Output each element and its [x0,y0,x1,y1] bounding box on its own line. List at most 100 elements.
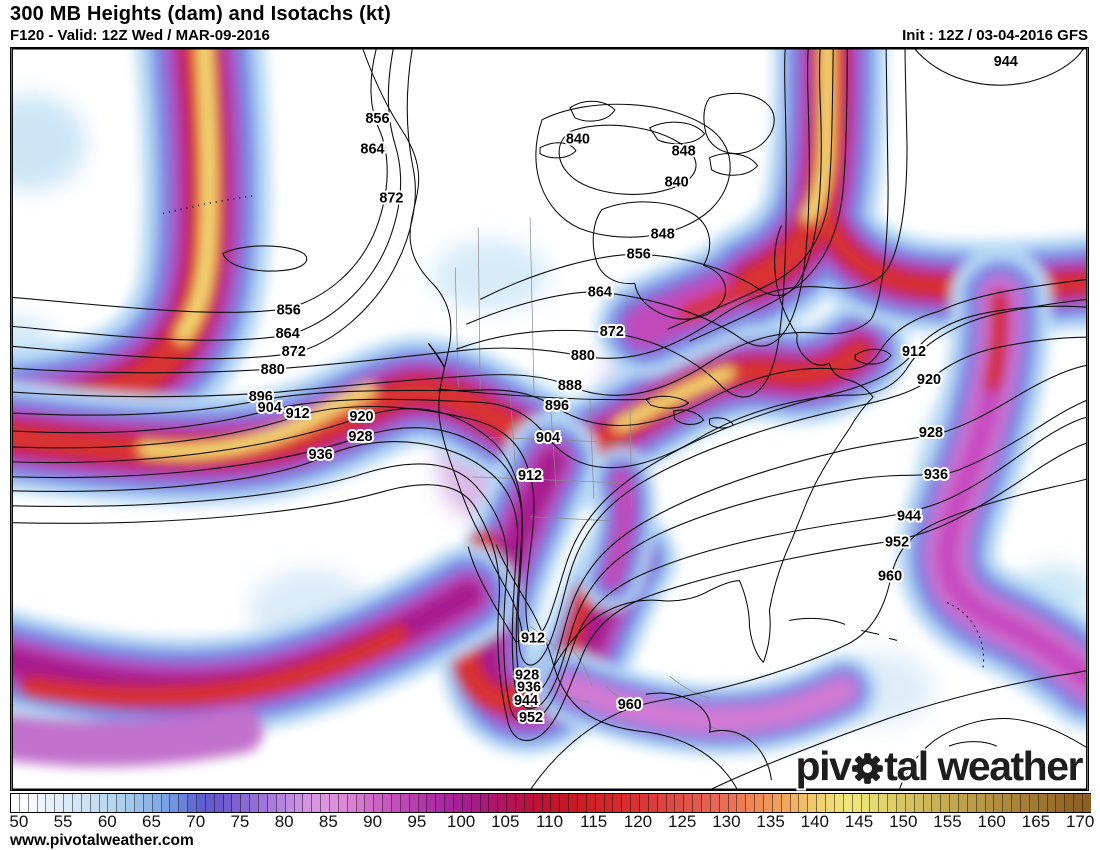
contour-label: 944 [994,54,1018,70]
colorbar-cell [551,794,561,812]
colorbar-cell [99,794,109,812]
jet-band-midwest [516,301,910,507]
colorbar-cell [19,794,29,812]
colorbar-cell [790,794,800,812]
colorbar-cell [259,794,268,812]
contour-label: 856 [627,246,651,262]
colorbar-cell [276,794,286,812]
colorbar-tick: 115 [580,812,608,831]
colorbar-cell [560,794,570,812]
gear-icon [851,752,884,785]
website-url: www.pivotalweather.com [10,832,194,849]
colorbar-cell [223,794,233,812]
contour-label: 960 [878,569,902,585]
colorbar-cell [781,794,791,812]
colorbar-cell [498,794,508,812]
colorbar-tick: 65 [142,812,161,831]
contour-label: 896 [545,398,569,414]
colorbar-cell [267,794,277,812]
colorbar-cell [1065,794,1075,812]
colorbar-cell [1003,794,1013,812]
colorbar-cell [489,794,499,812]
colorbar-cell [347,794,357,812]
colorbar-cell [693,794,703,812]
colorbar-cell [471,794,481,812]
colorbar-cell [755,794,765,812]
contour-label: 880 [261,362,285,378]
colorbar-cell [436,794,446,812]
contour-label: 904 [536,430,560,446]
colorbar-cell [321,794,330,812]
watermark-text-post: tal weather [884,743,1083,789]
colorbar-cell [746,794,756,812]
colorbar-tick: 110 [535,812,564,831]
colorbar-cell [640,794,649,812]
contour-label: 920 [349,409,373,425]
colorbar-tick: 100 [446,812,476,831]
colorbar-cell [834,794,844,812]
colorbar-cell [55,794,65,812]
colorbar-cell [852,794,862,812]
contour-label: 856 [365,111,389,127]
colorbar-cell [1020,794,1030,812]
contour-label: 944 [897,509,921,525]
colorbar-cell [143,794,153,812]
colorbar-cell [728,794,738,812]
colorbar-tick: 120 [623,812,653,831]
colorbar-tick: 60 [97,812,117,831]
contour-label: 840 [665,175,689,191]
colorbar-cell [622,794,632,812]
colorbar-cell [188,794,198,812]
contour-label: 856 [277,302,301,318]
colorbar-cell [1029,794,1039,812]
colorbar-cell [1074,794,1083,812]
colorbar-cell [870,794,880,812]
contour-label: 848 [672,144,696,160]
colorbar-cell [737,794,747,812]
colorbar-cell [932,794,942,812]
colorbar-cell [445,794,454,812]
contour-label: 840 [566,132,590,148]
colorbar-tick: 160 [977,812,1006,831]
pivotalweather-watermark: piv tal weather [795,743,1084,790]
colorbar-cell [808,794,818,812]
contour-label: 928 [515,667,539,683]
colorbar-cell [941,794,951,812]
colorbar-cell [427,794,437,812]
colorbar-cell [976,794,986,812]
colorbar-cell [817,794,827,812]
colorbar-cell [329,794,339,812]
colorbar-cell [1012,794,1021,812]
colorbar-cell [374,794,384,812]
colorbar-tick: 75 [230,812,250,831]
colorbar-cell [400,794,410,812]
contour-label: 920 [917,372,941,388]
colorbar-cell [684,794,694,812]
contour-label: 936 [517,679,541,695]
colorbar-cell [409,794,419,812]
contour-label: 864 [360,142,384,158]
colorbar-cell [967,794,977,812]
weather-map: 856 864 872 880 896 904 912 920 928 936 856 864 872 8… [10,47,1089,791]
colorbar-cell [1082,794,1091,812]
colorbar-cell [28,794,38,812]
colorbar-cell [702,794,711,812]
colorbar-tick: 165 [1021,812,1051,831]
colorbar-cell [126,794,136,812]
colorbar-cell [161,794,171,812]
colorbar-cell [11,794,20,812]
contour-label: 864 [588,284,612,300]
colorbar-tick-labels: 50 55 60 65 70 75 80 85 90 95 100 105 110 115 120 125 13… [9,812,1094,834]
colorbar-cell [418,794,428,812]
colorbar-cell [542,794,552,812]
colorbar-cell [507,794,516,812]
watermark-text-pre: piv [795,743,852,789]
height-contours [11,48,1088,790]
colorbar-tick: 50 [9,812,29,831]
colorbar-cell [117,794,127,812]
jet-band-pacific [11,336,623,512]
colorbar-cell [179,794,189,812]
colorbar-cell [294,794,304,812]
colorbar-cell [285,794,295,812]
